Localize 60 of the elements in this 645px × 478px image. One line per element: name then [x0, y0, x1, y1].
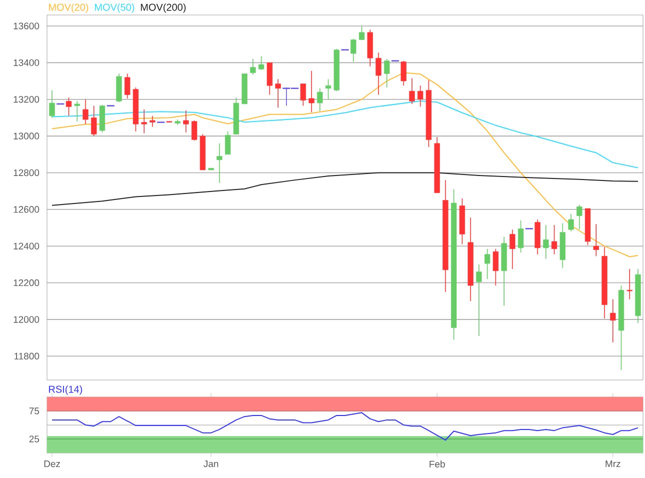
candlestick [626, 268, 632, 300]
candlestick [518, 220, 524, 253]
candlestick [49, 90, 55, 118]
text: MOV(20) [49, 3, 88, 13]
candlestick [258, 56, 264, 70]
candlestick [593, 224, 599, 257]
candlestick [568, 214, 574, 232]
y-tick-label: 12600 [14, 206, 40, 213]
candlestick [266, 62, 272, 96]
candlestick [400, 60, 406, 86]
candlestick [317, 88, 323, 112]
candlestick [350, 38, 356, 62]
candlestick [376, 52, 382, 96]
candlestick [74, 100, 80, 122]
y-tick-label: 12000 [14, 316, 40, 323]
candlestick [308, 70, 314, 113]
x-tick-label: Jan [204, 460, 218, 468]
x-tick-label: Dez [44, 460, 60, 468]
candlestick [82, 98, 88, 125]
candlestick [484, 248, 490, 280]
candlestick [275, 78, 281, 108]
text: MOV(50) [94, 3, 134, 13]
candlestick [384, 58, 390, 88]
candlestick [224, 131, 231, 155]
candlestick [551, 224, 558, 255]
y-tick-label: 75 [29, 408, 40, 414]
candlestick [358, 26, 365, 40]
candlestick [141, 109, 147, 134]
candlestick [492, 248, 499, 286]
y-tick-label: 25 [29, 436, 40, 442]
candlestick [300, 83, 306, 106]
candlestick [250, 58, 256, 75]
candlestick [216, 142, 222, 184]
x-tick-label: Feb [430, 460, 445, 468]
candlestick [183, 110, 189, 133]
candlestick [543, 224, 549, 260]
candlestick [576, 204, 582, 230]
candlestick [409, 78, 415, 104]
chart-title: RSI(14) [49, 385, 82, 395]
candlestick [418, 85, 424, 108]
candlestick [610, 298, 616, 343]
candlestick [325, 78, 332, 100]
y-tick-label: 13000 [14, 132, 40, 140]
y-tick-label: 13400 [14, 59, 40, 66]
line-series [52, 412, 638, 441]
text: MOV(200) [140, 3, 186, 13]
candlestick [124, 73, 130, 99]
x-tick-label: Mrz [606, 460, 620, 468]
candlestick [66, 97, 72, 116]
candlestick [91, 105, 97, 136]
candlestick [476, 264, 482, 336]
y-tick-label: 12200 [14, 279, 40, 286]
candlestick [192, 120, 198, 142]
candlestick [510, 229, 516, 270]
y-tick-label: 11800 [14, 352, 40, 360]
y-tick-label: 13600 [14, 22, 40, 30]
y-tick-label: 13200 [14, 96, 40, 103]
y-tick-label: 12400 [14, 242, 40, 250]
y-tick-label: 12800 [14, 169, 40, 176]
candlestick [150, 115, 156, 128]
